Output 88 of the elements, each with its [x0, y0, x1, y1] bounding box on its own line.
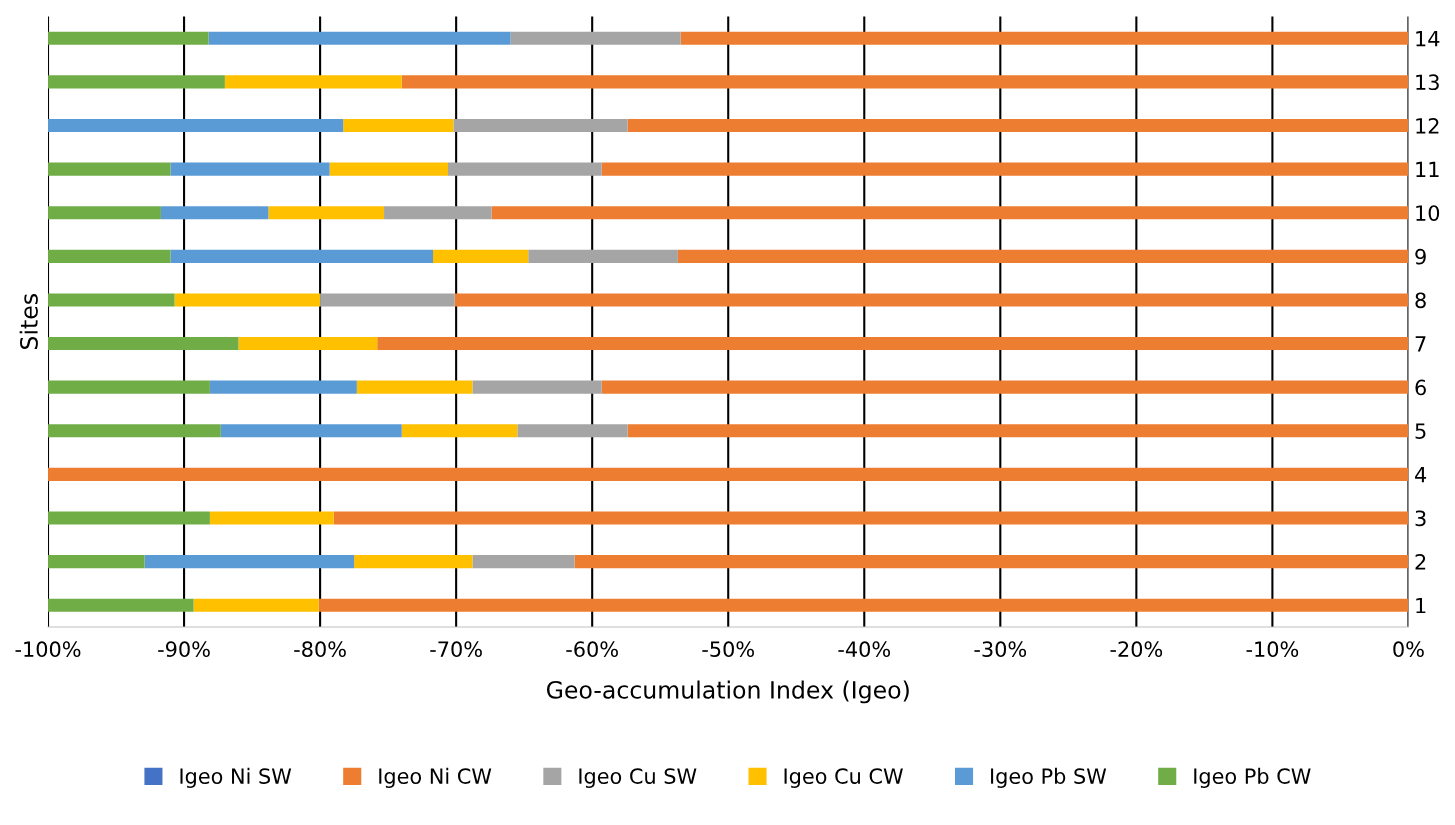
bar [208, 31, 511, 45]
y-tick-label: 4 [1415, 467, 1427, 483]
bar [48, 293, 175, 307]
bar [48, 75, 225, 89]
bar [491, 206, 1409, 220]
bar [209, 511, 334, 525]
bar [377, 337, 1409, 351]
bar [48, 249, 171, 263]
bar [318, 598, 1409, 612]
y-tick-label: 9 [1415, 248, 1426, 265]
bar [472, 555, 575, 569]
bar [48, 31, 209, 45]
bar [528, 249, 678, 263]
y-tick-label: 11 [1416, 161, 1439, 178]
bar [209, 380, 357, 394]
x-tick-label: -30% [974, 641, 1027, 658]
bar [601, 162, 1409, 176]
x-tick-label: -60% [566, 641, 618, 658]
y-tick-label: 5 [1415, 423, 1426, 439]
bar [48, 206, 161, 220]
bar [627, 118, 1409, 133]
bar [320, 293, 455, 307]
bar [384, 206, 492, 220]
bar [354, 555, 473, 569]
x-tick-label: -50% [702, 641, 754, 658]
bar [677, 249, 1409, 263]
legend-label: Igeo Ni CW [379, 767, 492, 789]
bar [170, 249, 434, 263]
bar [48, 467, 1409, 481]
bar [48, 511, 210, 525]
x-tick-label: -100% [15, 641, 81, 658]
x-axis-title: Geo-accumulation Index (Igeo) [546, 680, 909, 704]
bar [453, 118, 628, 133]
bar [193, 598, 319, 612]
bar [601, 380, 1409, 394]
y-axis-title: Sites [19, 294, 38, 350]
bar [170, 162, 330, 176]
x-tick-label: -70% [430, 641, 482, 658]
x-tick-label: -20% [1110, 641, 1163, 658]
bar [48, 555, 145, 569]
bar [48, 337, 239, 351]
y-tick-label: 12 [1416, 117, 1439, 134]
x-tick-label: -10% [1246, 641, 1299, 658]
legend-label: Igeo Cu CW [784, 768, 903, 789]
bar [627, 424, 1409, 438]
x-tick-label: -80% [294, 641, 346, 658]
y-tick-label: 2 [1415, 554, 1426, 570]
bar [144, 555, 355, 569]
bar [48, 598, 194, 612]
legend-label: Igeo Cu SW [579, 768, 697, 789]
x-tick-label: -40% [838, 641, 891, 658]
bar [160, 206, 269, 220]
y-tick-label: 14 [1416, 31, 1440, 47]
legend-label: Igeo Pb SW [991, 767, 1107, 789]
y-tick-label: 1 [1416, 597, 1426, 614]
bar [680, 31, 1409, 45]
bar [48, 424, 221, 438]
bar [224, 75, 402, 89]
legend-label: Igeo Pb CW [1194, 767, 1311, 789]
bar [343, 118, 454, 133]
bar [48, 118, 344, 133]
y-tick-label: 8 [1415, 292, 1426, 309]
bar [48, 380, 210, 394]
bar [268, 206, 385, 220]
bar [454, 293, 1409, 307]
bar [574, 555, 1409, 569]
bar [433, 249, 529, 263]
bar [329, 162, 448, 176]
bar [333, 511, 1409, 525]
bar [401, 424, 518, 438]
x-tick-label: 0% [1393, 641, 1424, 658]
bar [447, 162, 602, 176]
bar [356, 380, 473, 394]
bar [510, 31, 681, 45]
bar [517, 424, 628, 438]
x-tick-label: -90% [158, 641, 210, 658]
bar [238, 337, 378, 351]
y-tick-label: 10 [1416, 205, 1440, 221]
bar [220, 424, 402, 438]
bar [174, 293, 321, 307]
bar [472, 380, 602, 394]
bar [401, 75, 1409, 89]
legend-label: Igeo Ni SW [180, 767, 292, 789]
y-tick-label: 6 [1415, 379, 1426, 396]
bar [48, 162, 171, 176]
y-tick-label: 3 [1415, 510, 1426, 527]
y-tick-label: 7 [1415, 336, 1426, 352]
y-tick-label: 13 [1416, 74, 1439, 91]
